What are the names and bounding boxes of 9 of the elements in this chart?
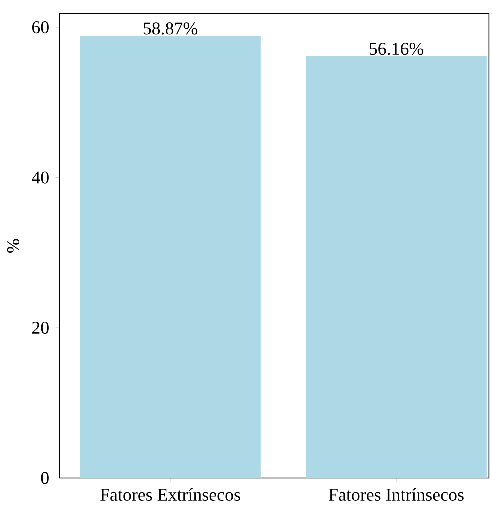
y-tick-label: 0 bbox=[41, 472, 49, 484]
y-axis-title: % bbox=[7, 239, 20, 253]
y-tick-label: 20 bbox=[32, 322, 49, 334]
y-tick-label: 60 bbox=[32, 21, 49, 34]
x-tick-label: Fatores Extrínsecos bbox=[100, 488, 240, 502]
data-label: 56.16% bbox=[370, 43, 424, 56]
y-tick-label: 40 bbox=[32, 172, 49, 184]
data-label: 58.87% bbox=[144, 22, 198, 35]
x-tick-label: Fatores Intrínsecos bbox=[328, 488, 464, 502]
